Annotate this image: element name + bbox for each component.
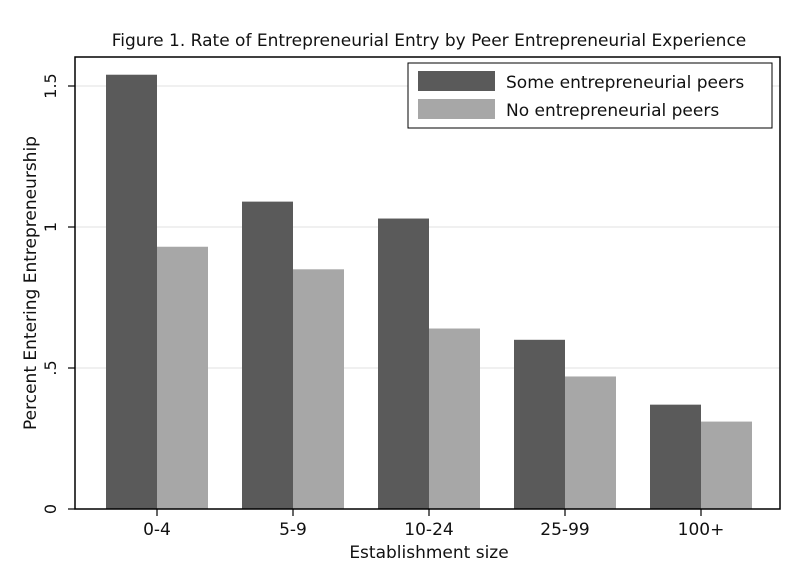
legend-label-some-peers: Some entrepreneurial peers xyxy=(506,73,744,93)
bars xyxy=(106,74,752,510)
legend-label-no-peers: No entrepreneurial peers xyxy=(506,101,719,121)
x-tick-label: 5-9 xyxy=(279,520,307,540)
bar-no-peers xyxy=(157,246,208,510)
plot-frame xyxy=(74,56,781,510)
x-tick-label: 0-4 xyxy=(143,520,171,540)
legend-swatch-no-peers xyxy=(418,99,495,119)
x-tick-label: 25-99 xyxy=(540,520,589,540)
y-tick-label: .5 xyxy=(41,360,60,375)
bar-no-peers xyxy=(701,421,752,509)
y-tick-label: 1 xyxy=(41,222,60,232)
bar-no-peers xyxy=(429,328,480,509)
bar-no-peers xyxy=(565,376,616,509)
x-tick-label: 10-24 xyxy=(404,520,453,540)
bar-some-peers xyxy=(106,74,157,509)
y-tick-label: 1.5 xyxy=(41,73,60,98)
y-axis-ticks: 0 .5 1 1.5 xyxy=(41,73,75,514)
x-tick-label: 100+ xyxy=(678,520,725,540)
x-axis-ticks: 0-4 5-9 10-24 25-99 100+ xyxy=(143,509,724,540)
chart-title: Figure 1. Rate of Entrepreneurial Entry … xyxy=(112,31,747,51)
y-tick-label: 0 xyxy=(41,504,60,514)
bar-some-peers xyxy=(242,201,293,509)
legend-swatch-some-peers xyxy=(418,71,495,91)
bar-some-peers xyxy=(514,339,565,509)
bar-no-peers xyxy=(293,269,344,509)
legend: Some entrepreneurial peers No entreprene… xyxy=(407,62,773,129)
x-axis-label: Establishment size xyxy=(349,543,508,563)
bar-some-peers xyxy=(378,218,429,510)
bar-some-peers xyxy=(650,404,701,509)
y-axis-label: Percent Entering Entrepreneurship xyxy=(21,136,41,430)
